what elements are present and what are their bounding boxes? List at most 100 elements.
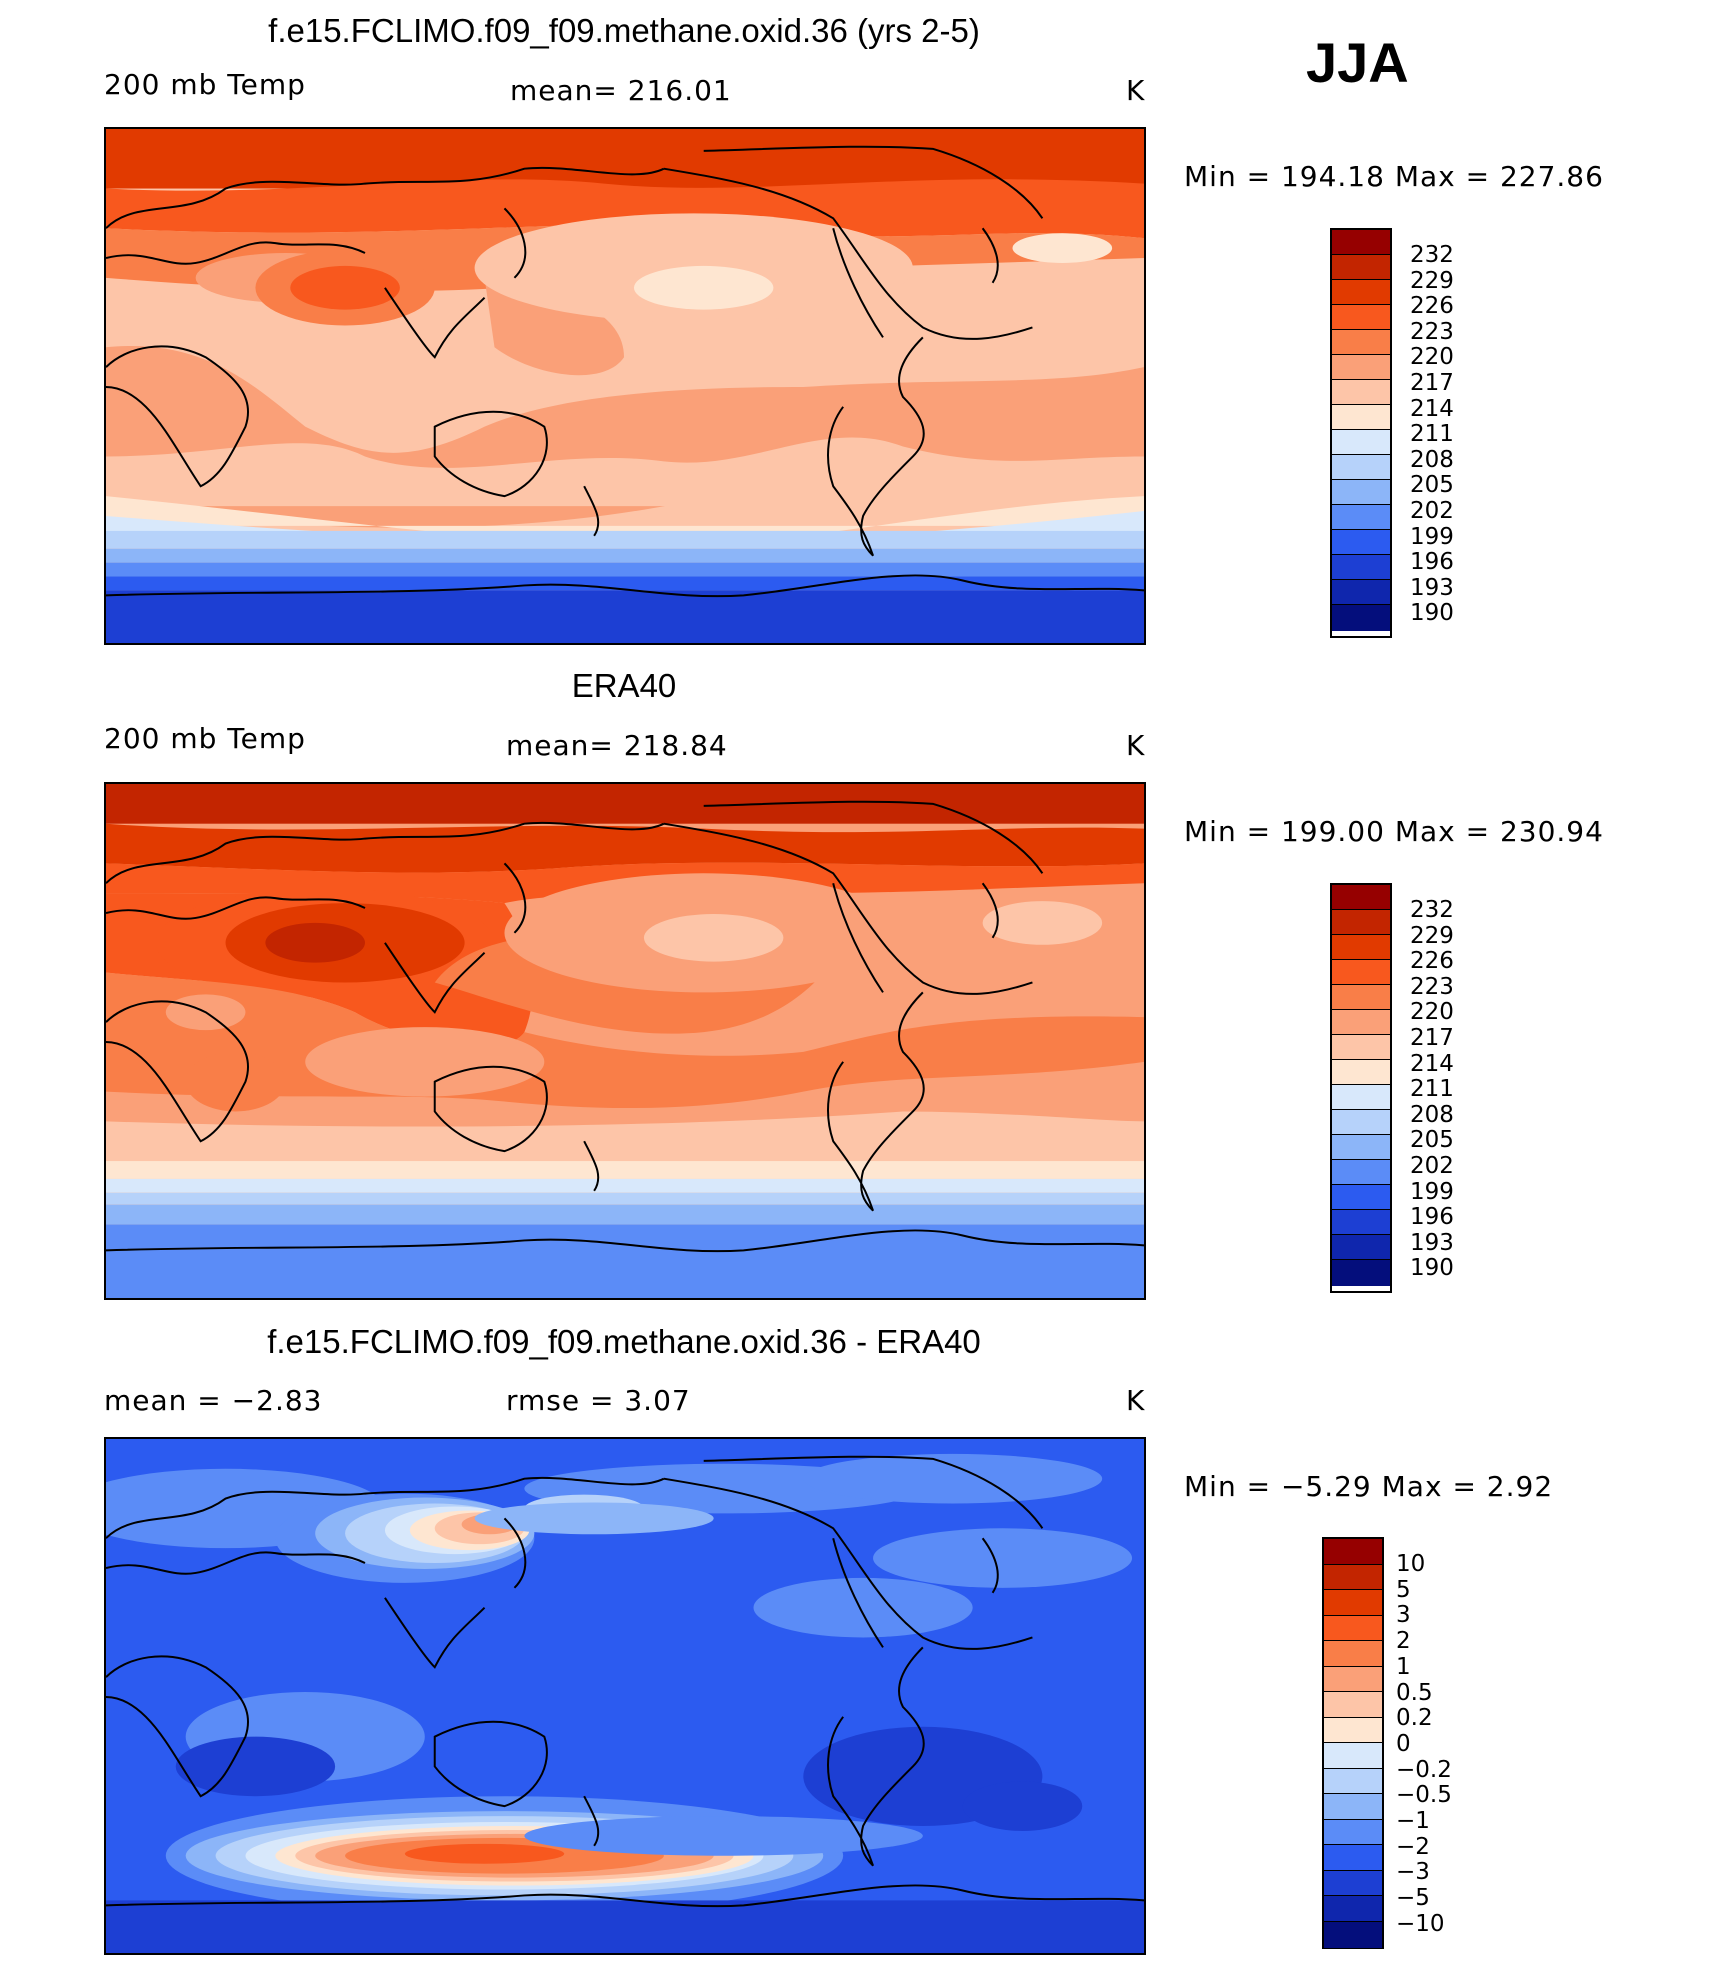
colorbar-label: 220: [1410, 999, 1454, 1026]
colorbar-label: 3: [1396, 1602, 1411, 1629]
colorbar-swatch: [1332, 1185, 1390, 1210]
colorbar-swatch: [1332, 605, 1390, 631]
panel-1-minmax-label: Min = 194.18 Max = 227.86: [1184, 160, 1604, 193]
colorbar-label: 211: [1410, 421, 1454, 448]
colorbar-swatch: [1332, 230, 1390, 255]
panel-3-title: f.e15.FCLIMO.f09_f09.methane.oxid.36 - E…: [267, 1323, 981, 1360]
colorbar-swatch: [1332, 580, 1390, 605]
colorbar-label: 232: [1410, 897, 1454, 923]
colorbar-label: 199: [1410, 523, 1454, 550]
colorbar-swatch: [1332, 985, 1390, 1010]
panel-2-field-label: 200 mb Temp: [104, 722, 306, 755]
colorbar-label: 0: [1396, 1730, 1411, 1757]
colorbar-swatch: [1324, 1564, 1382, 1590]
colorbar-swatch: [1332, 910, 1390, 935]
colorbar-swatch: [1332, 1260, 1390, 1286]
colorbar-label: −5: [1396, 1885, 1430, 1912]
panel-1-units-label: K: [1126, 74, 1146, 107]
colorbar-swatch: [1324, 1794, 1382, 1820]
colorbar-label: 199: [1410, 1178, 1454, 1205]
colorbar-swatch: [1332, 355, 1390, 380]
panel-3-map: [104, 1437, 1146, 1955]
colorbar-swatch: [1324, 1896, 1382, 1922]
panel-3-rmse-label: rmse = 3.07: [506, 1384, 691, 1417]
colorbar-swatch: [1332, 380, 1390, 405]
panel-2-map: [104, 782, 1146, 1300]
colorbar-label: −1: [1396, 1808, 1430, 1834]
panel-2-colorbar: [1330, 883, 1392, 1293]
panel-2-units-label: K: [1126, 729, 1146, 762]
colorbar-label: 214: [1410, 395, 1454, 422]
colorbar-label: 190: [1410, 600, 1454, 627]
colorbar-label: 2: [1396, 1628, 1411, 1655]
colorbar-label: 202: [1410, 498, 1454, 524]
colorbar-swatch: [1332, 330, 1390, 355]
colorbar-swatch: [1324, 1692, 1382, 1718]
colorbar-swatch: [1332, 1010, 1390, 1035]
colorbar-swatch: [1332, 1160, 1390, 1185]
colorbar-swatch: [1324, 1717, 1382, 1743]
colorbar-swatch: [1332, 280, 1390, 305]
colorbar-swatch: [1332, 480, 1390, 505]
colorbar-label: 196: [1410, 1204, 1454, 1231]
colorbar-swatch: [1332, 430, 1390, 455]
panel-3-colorbar: [1322, 1537, 1384, 1949]
panel-2-mean-label: mean= 218.84: [506, 729, 728, 762]
panel-3-minmax-label: Min = −5.29 Max = 2.92: [1184, 1470, 1554, 1503]
colorbar-label: −2: [1396, 1833, 1430, 1860]
colorbar-label: −0.5: [1396, 1782, 1452, 1809]
colorbar-swatch: [1332, 960, 1390, 985]
colorbar-swatch: [1324, 1590, 1382, 1616]
colorbar-swatch: [1332, 405, 1390, 430]
colorbar-label: 205: [1410, 472, 1454, 499]
colorbar-label: 202: [1410, 1153, 1454, 1179]
colorbar-label: 229: [1410, 267, 1454, 294]
colorbar-swatch: [1324, 1921, 1382, 1948]
colorbar-swatch: [1324, 1539, 1382, 1565]
colorbar-swatch: [1324, 1641, 1382, 1667]
colorbar-label: 220: [1410, 344, 1454, 371]
season-label: JJA: [1306, 31, 1409, 94]
panel-1-title: f.e15.FCLIMO.f09_f09.methane.oxid.36 (yr…: [268, 12, 980, 49]
colorbar-label: 217: [1410, 370, 1454, 396]
colorbar-label: −10: [1396, 1910, 1445, 1937]
colorbar-label: 5: [1396, 1576, 1411, 1603]
colorbar-label: 223: [1410, 318, 1454, 345]
panel-2-minmax-label: Min = 199.00 Max = 230.94: [1184, 815, 1604, 848]
colorbar-swatch: [1332, 935, 1390, 960]
colorbar-swatch: [1332, 1210, 1390, 1235]
colorbar-label: 0.2: [1396, 1705, 1433, 1732]
colorbar-label: 1: [1396, 1653, 1411, 1680]
colorbar-swatch: [1324, 1819, 1382, 1845]
colorbar-label: 217: [1410, 1025, 1454, 1051]
colorbar-label: −0.2: [1396, 1756, 1452, 1783]
colorbar-label: −3: [1396, 1859, 1430, 1886]
colorbar-label: 205: [1410, 1127, 1454, 1154]
colorbar-label: 226: [1410, 293, 1454, 320]
colorbar-label: 193: [1410, 574, 1454, 601]
colorbar-label: 208: [1410, 446, 1454, 473]
colorbar-label: 226: [1410, 948, 1454, 975]
colorbar-label: 208: [1410, 1101, 1454, 1128]
colorbar-swatch: [1332, 530, 1390, 555]
colorbar-swatch: [1324, 1870, 1382, 1896]
colorbar-label: 0.5: [1396, 1679, 1433, 1706]
panel-3-mean-label: mean = −2.83: [104, 1384, 323, 1417]
colorbar-swatch: [1332, 885, 1390, 910]
colorbar-swatch: [1324, 1615, 1382, 1641]
panel-1-field-label: 200 mb Temp: [104, 68, 306, 101]
colorbar-swatch: [1332, 505, 1390, 530]
colorbar-swatch: [1324, 1666, 1382, 1692]
colorbar-label: 196: [1410, 549, 1454, 576]
panel-2-title: ERA40: [571, 667, 677, 704]
colorbar-swatch: [1332, 1135, 1390, 1160]
colorbar-label: 190: [1410, 1255, 1454, 1282]
colorbar-swatch: [1332, 255, 1390, 280]
colorbar-swatch: [1332, 1060, 1390, 1085]
colorbar-label: 214: [1410, 1050, 1454, 1077]
colorbar-swatch: [1332, 455, 1390, 480]
colorbar-swatch: [1332, 1035, 1390, 1060]
panel-1-map: [104, 127, 1146, 645]
colorbar-swatch: [1332, 1085, 1390, 1110]
colorbar-swatch: [1324, 1768, 1382, 1794]
